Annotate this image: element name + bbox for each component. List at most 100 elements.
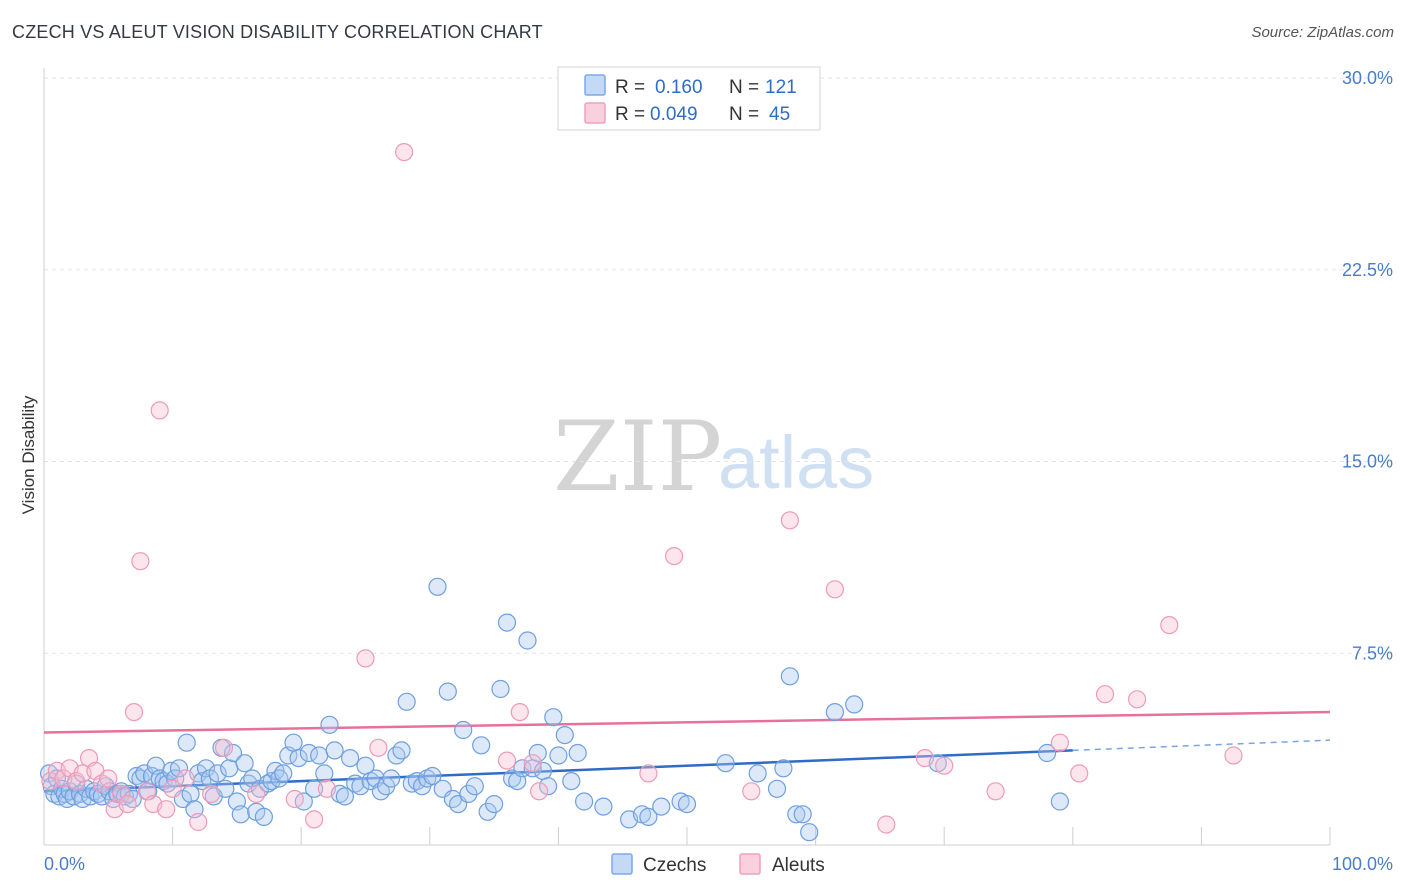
y-tick-label: 30.0% (1342, 68, 1393, 88)
aleuts-point (1070, 764, 1089, 783)
aleuts-point (639, 764, 658, 783)
czechs-point (1050, 792, 1070, 811)
czechs-point (639, 807, 658, 827)
bottom-legend-label-czechs: Czechs (643, 855, 706, 876)
czechs-point (254, 807, 273, 827)
aleuts-point (189, 812, 208, 832)
aleuts-point (317, 779, 336, 798)
aleuts-point (163, 779, 182, 798)
legend-n-value-aleuts: 45 (769, 104, 790, 125)
watermark: ZIP atlas (553, 401, 874, 513)
aleuts-point (356, 649, 375, 668)
czechs-point (485, 794, 504, 814)
czechs-point (397, 692, 416, 711)
aleuts-point (305, 810, 324, 829)
legend-box: R = 0.160 N = 121 R = 0.049 N = 45 (557, 66, 821, 131)
legend-r-value-czechs: 0.160 (655, 77, 703, 98)
tick-labels: 7.5% 15.0% 22.5% 30.0% 0.0% 100.0% (44, 68, 1393, 874)
aleuts-point (118, 794, 137, 814)
aleuts-point (1127, 690, 1147, 709)
aleuts-point (176, 769, 195, 788)
source-label: Source: ZipAtlas.com (1251, 24, 1394, 41)
czechs-point (310, 746, 329, 765)
legend-swatch-aleuts (584, 102, 606, 124)
watermark-atlas: atlas (718, 421, 874, 504)
czechs-point (528, 743, 547, 763)
aleuts-point (529, 782, 549, 801)
aleuts-point (1224, 746, 1243, 765)
aleuts-point (986, 782, 1005, 801)
aleuts-point (664, 546, 684, 566)
aleuts-point (395, 143, 414, 162)
aleuts-point (1160, 615, 1179, 635)
czechs-point (465, 777, 484, 796)
czechs-point (315, 764, 334, 783)
czechs-point (177, 733, 196, 752)
legend-r-label-czechs: R = (615, 77, 645, 98)
data-points (39, 143, 1243, 842)
czechs-point (748, 764, 767, 783)
bottom-legend-label-aleuts: Aleuts (772, 855, 825, 876)
legend-n-value-czechs: 121 (765, 77, 797, 98)
czechs-point (677, 794, 697, 814)
aleuts-point (369, 738, 388, 757)
x-tick-label: 100.0% (1332, 854, 1393, 874)
grid-lines (44, 77, 1392, 654)
czechs-point (325, 741, 344, 760)
aleuts-point (497, 751, 517, 770)
bottom-legend-swatch-czechs (611, 853, 633, 875)
aleuts-point (877, 815, 896, 834)
czechs-point (341, 748, 360, 768)
y-tick-label: 7.5% (1352, 643, 1393, 663)
czechs-point (223, 743, 243, 763)
czechs-trend-extension (1072, 739, 1331, 752)
czechs-point (518, 631, 537, 650)
watermark-zip: ZIP (553, 401, 722, 513)
czechs-point (538, 777, 558, 796)
aleuts-point (202, 784, 221, 804)
czechs-point (562, 771, 581, 791)
aleuts-point (1095, 685, 1115, 704)
czechs-point (423, 766, 442, 786)
czechs-point (513, 759, 532, 778)
czechs-point (428, 577, 447, 596)
czechs-point (549, 746, 568, 765)
aleuts-point (1050, 733, 1070, 752)
czechs-point (335, 787, 354, 806)
aleuts-point (510, 702, 529, 722)
czechs-point (491, 679, 510, 699)
aleuts-point (742, 782, 761, 801)
czechs-point (767, 779, 787, 798)
chart-title: CZECH VS ALEUT VISION DISABILITY CORRELA… (12, 22, 543, 42)
czechs-point (716, 754, 735, 773)
czechs-point (196, 759, 216, 778)
aleuts-point (915, 748, 935, 768)
czechs-point (274, 764, 293, 783)
czechs-point (1037, 743, 1057, 763)
aleuts-point (780, 511, 800, 530)
czechs-point (392, 741, 411, 760)
czechs-point (793, 805, 812, 824)
aleuts-point (150, 401, 169, 420)
czechs-point (387, 746, 406, 765)
axes (43, 68, 1331, 846)
czechs-point (208, 764, 227, 783)
czechs-point (544, 708, 563, 727)
aleuts-point (131, 552, 150, 571)
czechs-point (438, 682, 457, 701)
aleuts-point (247, 784, 266, 804)
czechs-point (382, 769, 401, 788)
aleuts-point (214, 738, 234, 757)
czechs-point (800, 823, 819, 842)
y-axis-label: Vision Disability (19, 395, 38, 514)
czechs-point (574, 792, 594, 811)
aleuts-point (825, 580, 845, 599)
aleuts-point (935, 756, 954, 775)
czechs-point (568, 743, 587, 763)
aleuts-point (124, 702, 144, 722)
czechs-point (497, 613, 517, 632)
czechs-point (220, 759, 239, 778)
legend-n-label-aleuts: N = (729, 104, 759, 125)
czechs-point (320, 715, 339, 734)
